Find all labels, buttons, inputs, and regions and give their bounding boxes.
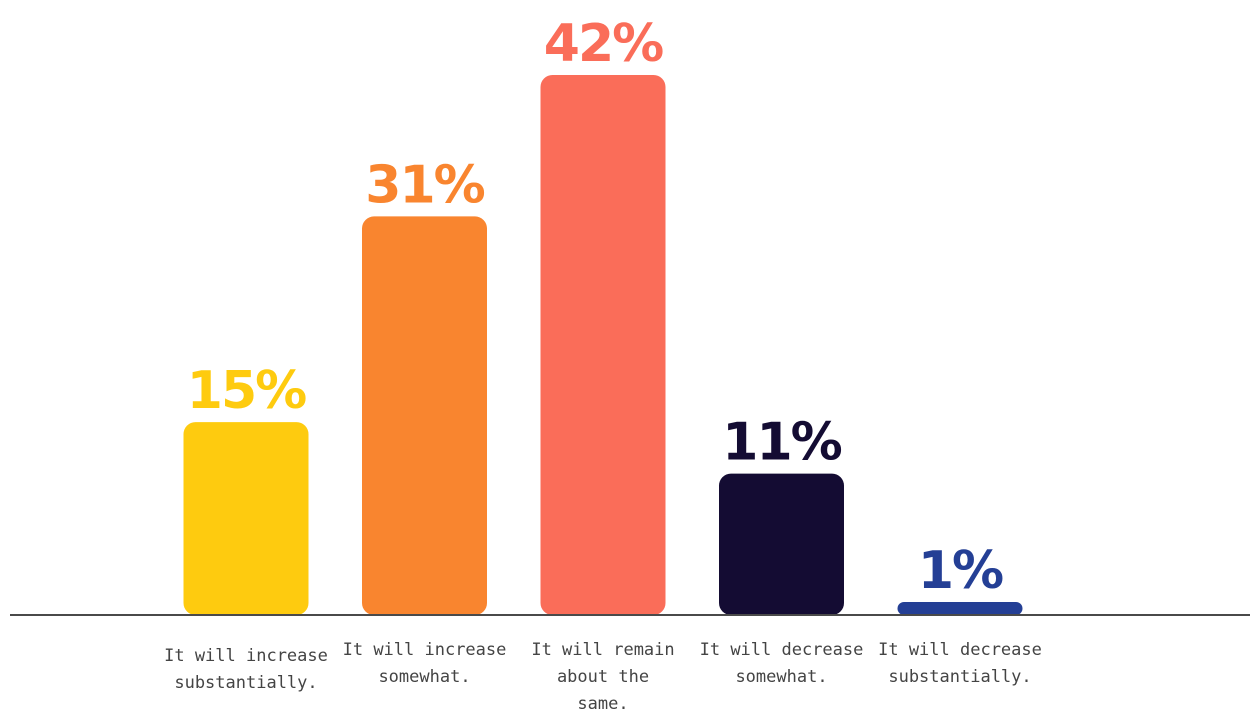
value-label-2: 31% (365, 155, 484, 215)
category-label-line: It will decrease (878, 640, 1042, 660)
bar-3 (540, 75, 666, 615)
value-label-4: 11% (722, 413, 841, 473)
category-label-1: It will increase substantially. (164, 646, 328, 693)
category-label-5: It will decrease substantially. (878, 640, 1042, 687)
category-label-line: somewhat. (378, 667, 470, 687)
category-labels-group: It will increase substantially.It will in… (164, 640, 1042, 713)
category-label-3: It will remain about the same. (531, 640, 674, 713)
category-label-line: It will increase (343, 640, 507, 660)
category-label-line: substantially. (174, 673, 317, 693)
category-label-line: substantially. (888, 667, 1031, 687)
bars-group (183, 75, 1023, 615)
bar-2 (362, 216, 487, 615)
value-label-3: 42% (544, 14, 663, 74)
value-label-1: 15% (187, 361, 306, 421)
bar-4 (719, 473, 844, 615)
category-label-line: It will remain (531, 640, 674, 660)
value-label-5: 1% (918, 541, 1003, 601)
bar-1 (183, 422, 309, 615)
category-label-line: somewhat. (735, 667, 827, 687)
category-label-line: It will increase (164, 646, 328, 666)
category-label-4: It will decrease somewhat. (700, 640, 864, 687)
category-label-line: about the (557, 667, 649, 687)
category-label-2: It will increase somewhat. (343, 640, 507, 687)
category-label-line: same. (577, 694, 628, 713)
bar-5 (897, 602, 1023, 615)
value-labels-group: 15% 31% 42% 11% 1% (187, 14, 1005, 601)
category-label-line: It will decrease (700, 640, 864, 660)
